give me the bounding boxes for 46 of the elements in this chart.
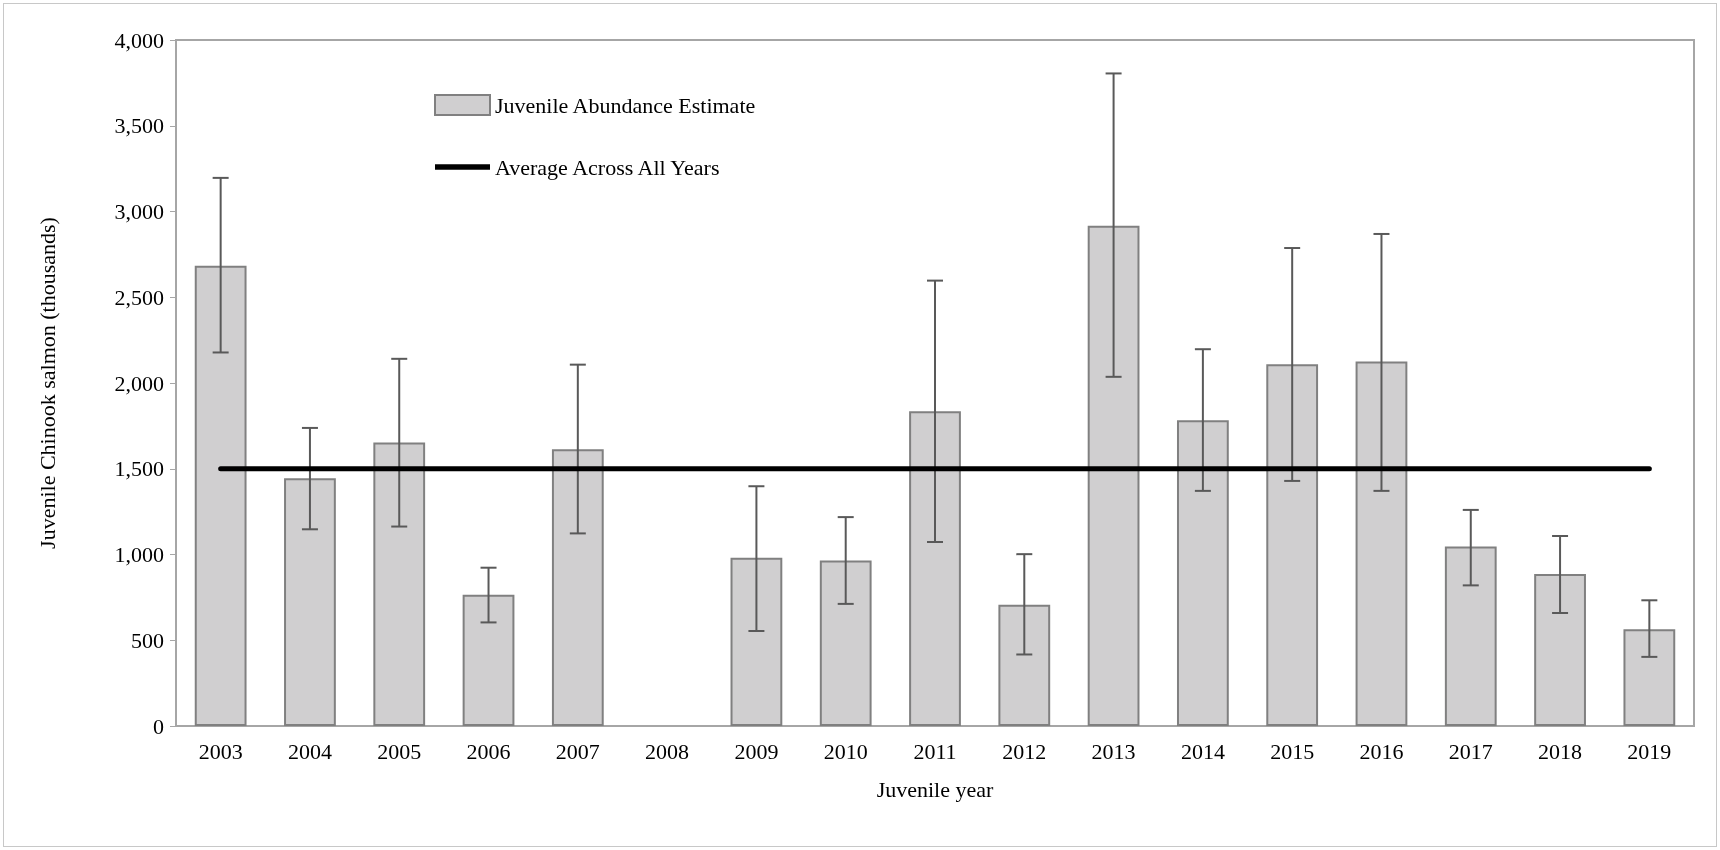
x-tick-label: 2006 [466,738,511,764]
bar [1623,629,1676,726]
y-tick-label: 500 [131,627,164,653]
bar [551,449,604,726]
x-axis-title: Juvenile year [876,776,995,802]
x-tick-label: 2019 [1627,738,1672,764]
x-tick-label: 2018 [1538,738,1583,764]
bar [819,560,872,726]
x-tick-label: 2017 [1448,738,1493,764]
x-tick-label: 2009 [734,738,779,764]
y-tick-label: 2,000 [114,370,164,396]
x-tick-label: 2011 [913,738,957,764]
y-tick-label: 3,000 [114,199,164,224]
y-tick-label: 4,000 [114,27,164,53]
bar [284,478,336,726]
x-tick-label: 2010 [823,738,868,764]
x-tick-label: 2004 [287,738,332,764]
legend-label: Juvenile Abundance Estimate [495,92,756,118]
bar [1266,364,1319,726]
y-tick-label: 1,000 [114,542,164,567]
x-tick-label: 2014 [1180,738,1225,764]
bar [462,594,515,726]
bar [373,442,426,726]
bar [194,265,247,726]
y-axis-title: Juvenile Chinook salmon (thousands) [34,217,60,549]
y-tick-label: 2,500 [114,284,164,310]
x-tick-label: 2003 [198,738,243,764]
y-tick-label: 3,500 [114,113,164,139]
bar [1087,225,1140,726]
x-tick-label: 2015 [1270,738,1315,764]
bar [1176,420,1229,726]
bar [998,604,1051,726]
bar [909,411,961,726]
x-tick-label: 2013 [1091,738,1136,764]
legend-label: Average Across All Years [495,154,720,180]
x-tick-label: 2012 [1002,738,1047,764]
x-tick-label: 2007 [555,738,600,764]
bar [1355,361,1408,726]
x-tick-label: 2008 [645,738,690,764]
x-tick-label: 2005 [377,738,422,764]
y-tick-label: 1,500 [114,456,164,482]
bar [1444,546,1497,726]
bar [1534,574,1586,726]
x-tick-label: 2016 [1359,738,1404,764]
bar [730,557,783,726]
y-tick-label: 0 [153,713,164,739]
